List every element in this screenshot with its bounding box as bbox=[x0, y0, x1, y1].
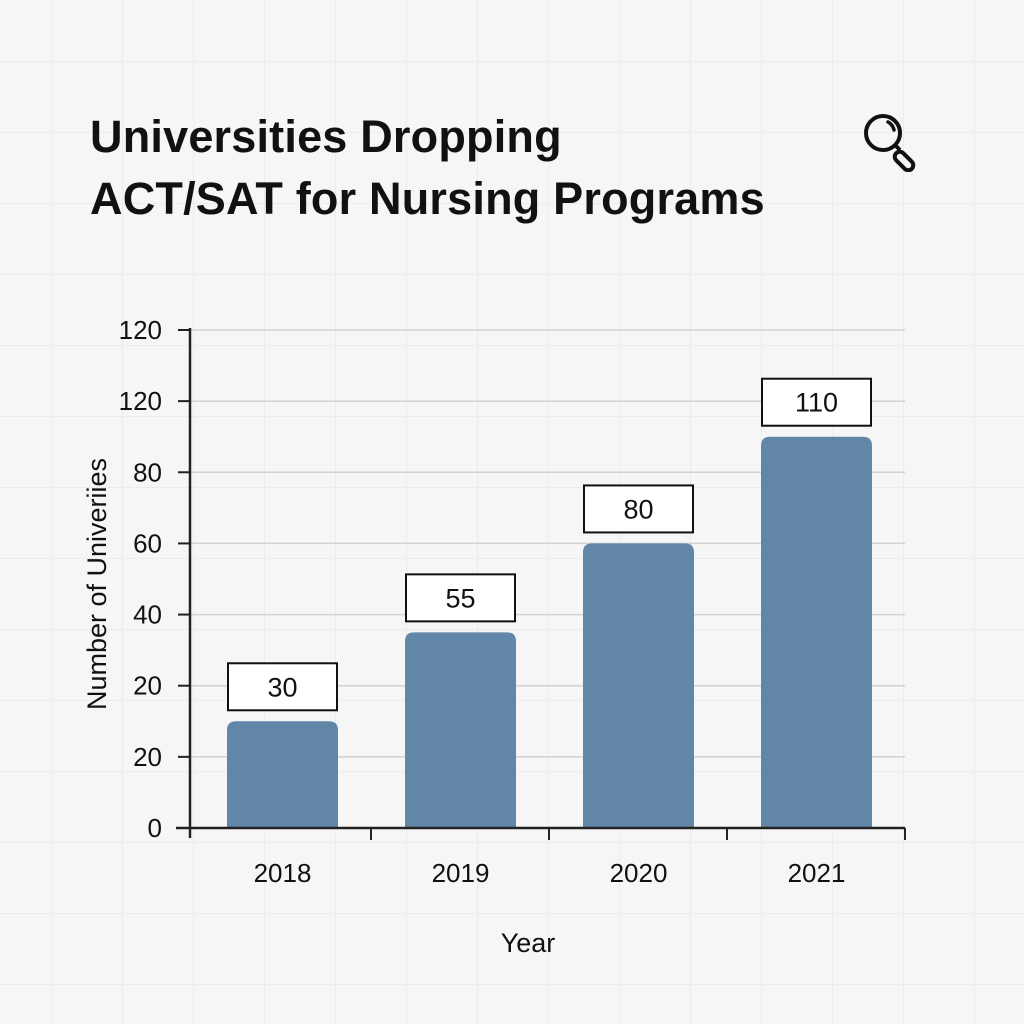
bar-2020 bbox=[583, 543, 694, 828]
data-label: 110 bbox=[795, 388, 838, 418]
data-label-box bbox=[761, 377, 872, 427]
chart-title: Universities Dropping ACT/SAT for Nursin… bbox=[90, 106, 765, 230]
bar-2021 bbox=[761, 436, 872, 828]
x-axis-label: Year bbox=[501, 928, 556, 958]
bar-2019 bbox=[405, 632, 516, 828]
data-label-box bbox=[583, 484, 694, 534]
x-tick-label: 2020 bbox=[610, 858, 668, 888]
data-label: 55 bbox=[445, 583, 475, 613]
y-tick-label: 120 bbox=[119, 386, 162, 416]
y-tick-label: 60 bbox=[133, 528, 162, 558]
bar-2018 bbox=[227, 721, 338, 828]
y-tick-label: 20 bbox=[133, 671, 162, 701]
y-tick-label: 120 bbox=[119, 315, 162, 345]
chart-title-line-1: Universities Dropping bbox=[90, 111, 562, 162]
y-tick-label: 40 bbox=[133, 600, 162, 630]
y-tick-label: 20 bbox=[133, 742, 162, 772]
data-label: 30 bbox=[267, 672, 297, 702]
y-axis-label: Number of Univeriies bbox=[82, 458, 112, 710]
chart-title-line-2: ACT/SAT for Nursing Programs bbox=[90, 173, 765, 224]
x-tick-label: 2021 bbox=[788, 858, 846, 888]
data-label-box bbox=[227, 662, 338, 712]
search-icon bbox=[864, 114, 916, 172]
x-tick-label: 2018 bbox=[254, 858, 312, 888]
y-tick-label: 80 bbox=[133, 457, 162, 487]
x-tick-label: 2019 bbox=[432, 858, 490, 888]
y-tick-label: 0 bbox=[148, 813, 162, 843]
data-label: 80 bbox=[623, 494, 653, 524]
data-label-box bbox=[405, 573, 516, 623]
